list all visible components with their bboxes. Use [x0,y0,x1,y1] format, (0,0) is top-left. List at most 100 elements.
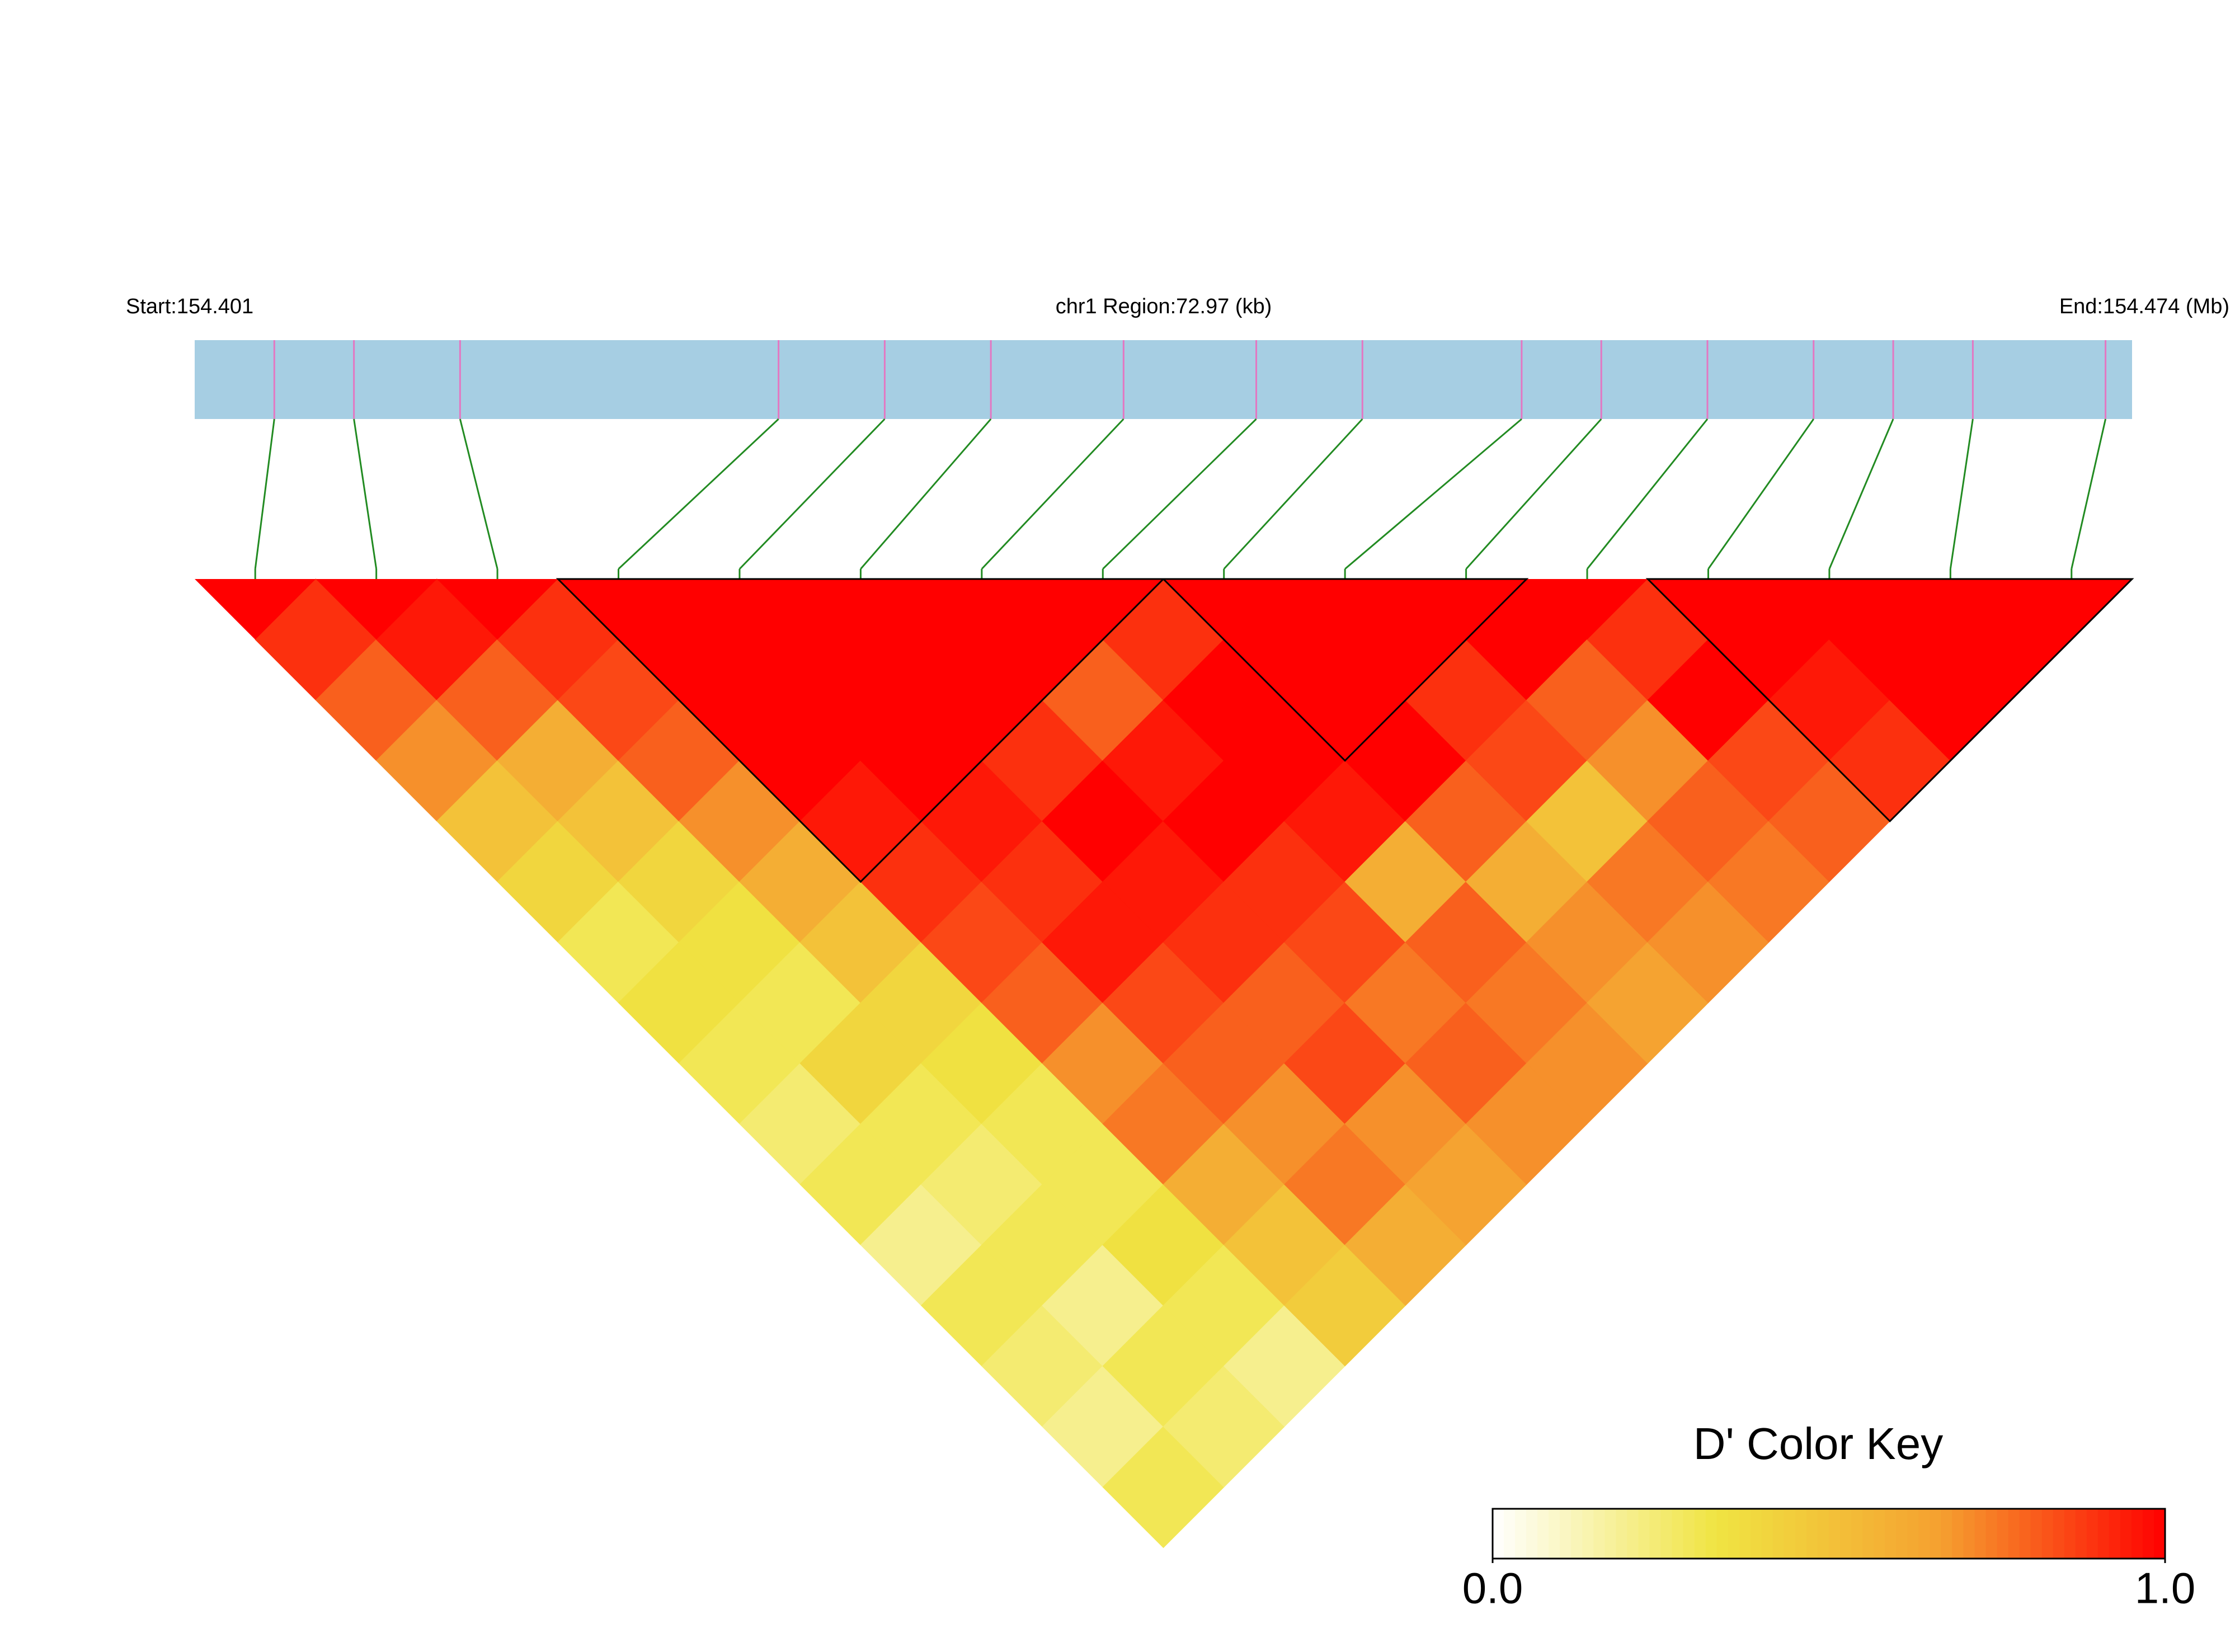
snp-link [1102,418,1257,570]
key-swatch [1728,1509,1740,1559]
key-swatch [1918,1509,1930,1559]
ld-block [1645,578,2134,822]
snp-link [1465,418,1602,570]
key-swatch [1716,1509,1729,1559]
key-swatch [2086,1509,2098,1559]
key-swatch [2153,1509,2166,1559]
key-swatch [1638,1509,1650,1559]
key-swatch [1605,1509,1616,1559]
key-swatch [1772,1509,1785,1559]
key-swatch [1930,1509,1941,1559]
snp-diag [1405,579,1527,640]
key-swatch [1907,1509,1919,1559]
key-swatch [1963,1509,1975,1559]
key-swatch [1941,1509,1952,1559]
key-swatch [1952,1509,1964,1559]
key-swatch [2109,1509,2121,1559]
snp-diag [921,579,1043,640]
key-border [1491,1508,2166,1560]
snp-link [738,418,886,570]
key-swatch [1874,1509,1885,1559]
snp-diag [800,579,921,640]
key-swatch [1997,1509,2009,1559]
key-swatch [2041,1509,2054,1559]
key-tick-label: 1.0 [2135,1564,2195,1613]
snp-diag [1284,579,1406,640]
snp-diag [1526,579,1648,640]
snp-diag [2011,579,2132,640]
key-tick-label: 0.0 [1462,1564,1523,1613]
key-swatch [1616,1509,1627,1559]
key-swatch [1851,1509,1863,1559]
key-swatch [1817,1509,1829,1559]
snp-diag [436,579,558,640]
end-label: End:154.474 (Mb) [2059,295,2229,318]
key-swatch [1627,1509,1639,1559]
key-swatch [1504,1509,1516,1559]
region-track [195,340,2132,419]
key-swatch [1739,1509,1751,1559]
ld-block [556,578,1166,883]
ld-block [1161,578,1529,762]
key-swatch [1806,1509,1818,1559]
key-swatch [2131,1509,2143,1559]
key-swatch [2075,1509,2087,1559]
key-swatch [2053,1509,2065,1559]
key-swatch [1660,1509,1673,1559]
key-swatch [1649,1509,1661,1559]
key-swatch [1493,1509,1504,1559]
start-label: Start:154.401 [126,295,253,318]
snp-diag [679,579,801,640]
snp-link [1828,418,1894,570]
snp-link [1949,418,1974,570]
key-title: D' Color Key [1693,1419,1944,1469]
key-swatch [2064,1509,2076,1559]
snp-link [1586,418,1709,570]
key-swatch [1672,1509,1684,1559]
snp-diag [195,579,316,640]
key-swatch [1829,1509,1841,1559]
key-swatch [1750,1509,1762,1559]
key-swatch [1761,1509,1773,1559]
key-swatch [2019,1509,2031,1559]
key-swatch [1985,1509,1997,1559]
key-swatch [1784,1509,1796,1559]
snp-link [860,418,992,570]
snp-diag [558,579,679,640]
snp-diag [1163,579,1284,640]
key-swatch [2142,1509,2154,1559]
key-swatch [1896,1509,1908,1559]
snp-link [981,418,1124,570]
key-swatch [1974,1509,1986,1559]
region-label: chr1 Region:72.97 (kb) [1056,295,1272,318]
key-swatch [1795,1509,1807,1559]
key-swatch [1840,1509,1852,1559]
snp-link [353,418,378,570]
snp-link [618,418,779,570]
key-swatch [1526,1509,1538,1559]
snp-diag [1648,579,1769,640]
key-swatch [2008,1509,2020,1559]
key-swatch [1694,1509,1706,1559]
key-swatch [1515,1509,1527,1559]
snp-diag [1890,579,2011,640]
snp-diag [1042,579,1164,640]
snp-diag [316,579,437,640]
key-swatch [1593,1509,1605,1559]
key-swatch [2030,1509,2043,1559]
key-swatch [1705,1509,1718,1559]
key-swatch [2097,1509,2110,1559]
snp-diag [1768,579,1890,640]
key-swatch [1549,1509,1560,1559]
snp-link [1223,418,1363,570]
key-swatch [1885,1509,1897,1559]
snp-link [2071,418,2107,570]
snp-link [459,418,498,570]
snp-link [1344,418,1522,570]
key-swatch [1571,1509,1583,1559]
snp-link [1707,418,1814,570]
key-swatch [1582,1509,1594,1559]
key-swatch [1862,1509,1874,1559]
key-swatch [1560,1509,1571,1559]
